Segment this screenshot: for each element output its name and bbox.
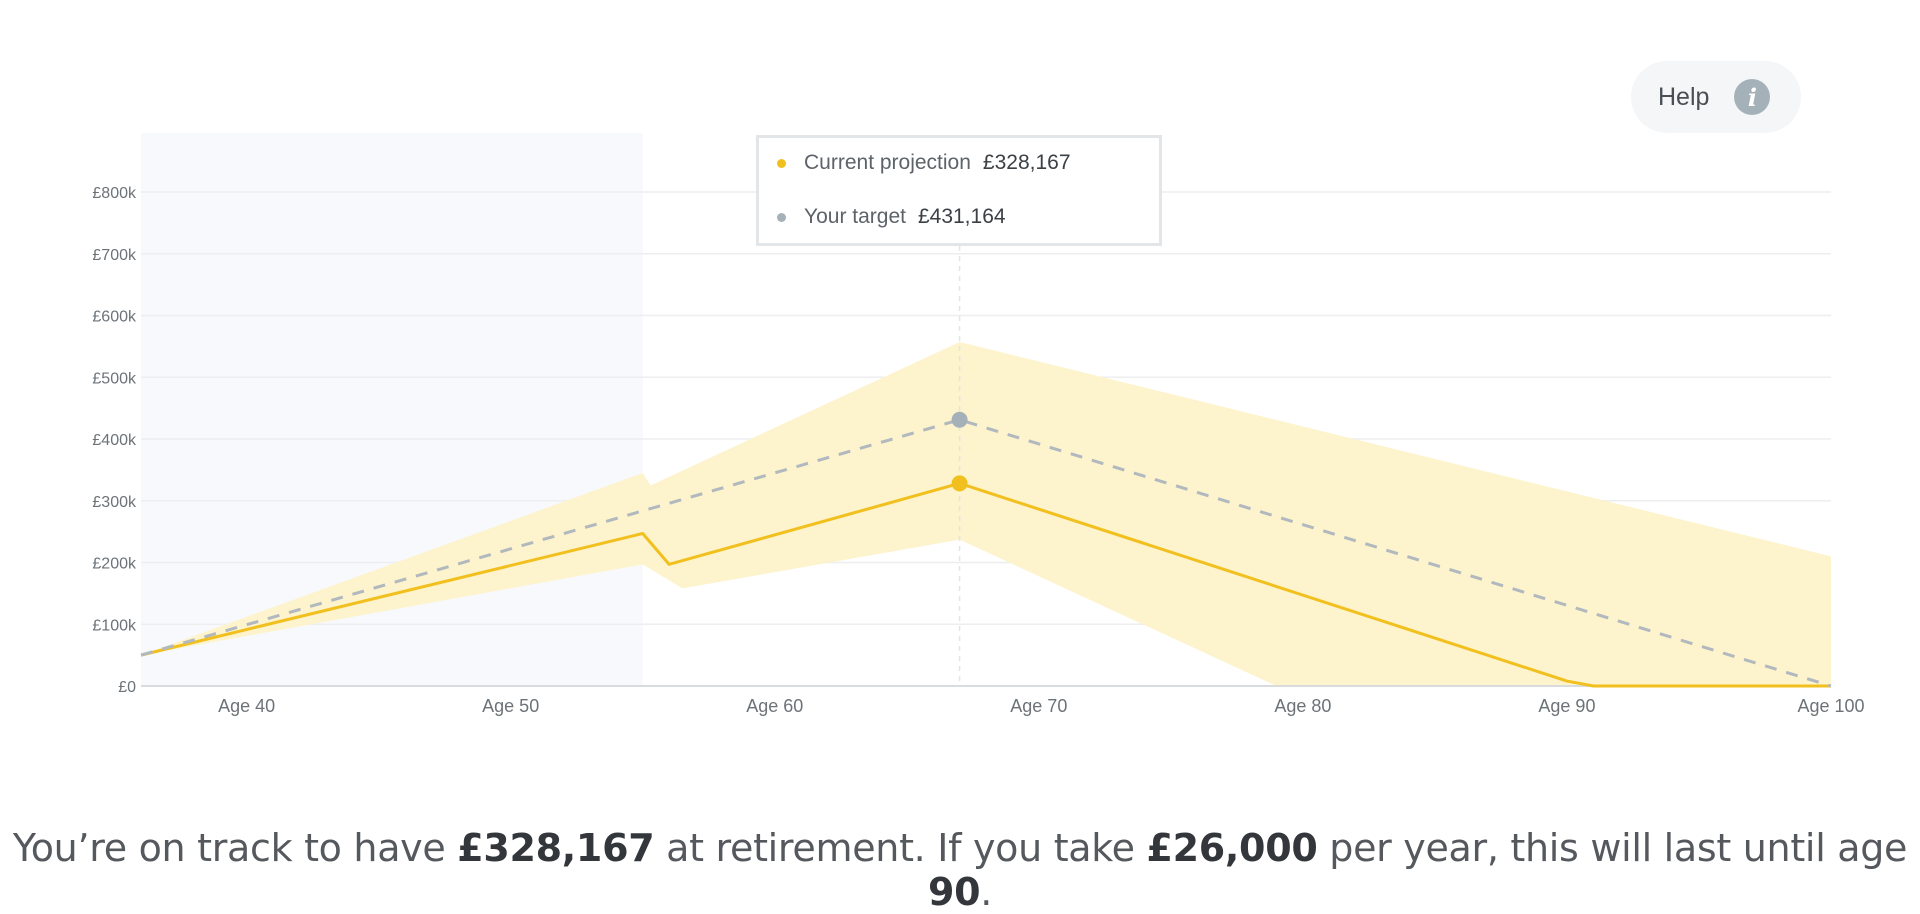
y-tick-label: £400k [92,432,137,449]
x-tick-label: Age 100 [1797,696,1864,716]
marker-point-current-projection [951,475,968,492]
help-label: Help [1658,82,1710,111]
projection-range-band [141,342,1831,686]
summary-amount: £328,167 [457,826,655,870]
x-tick-label: Age 70 [1010,696,1067,716]
retirement-summary: You’re on track to have £328,167 at reti… [0,826,1920,914]
y-tick-label: £300k [92,494,137,511]
tooltip-value-current-projection: £328,167 [982,151,1071,174]
tooltip-value-your-target: £431,164 [917,205,1006,228]
x-tick-label: Age 50 [482,696,539,716]
info-icon: i [1734,79,1771,115]
y-tick-label: £700k [92,247,137,264]
series-line-your-target [140,418,1832,688]
y-tick-label: £0 [118,679,136,696]
summary-text-1: You’re on track to have [12,826,458,870]
summary-text-2: at retirement. If you take [654,826,1147,870]
x-tick-label: Age 60 [746,696,803,716]
y-tick-label: £800k [92,185,137,202]
x-tick-label: Age 90 [1538,696,1595,716]
current-projection-dot-icon [777,158,786,168]
help-button[interactable]: Help i [1631,61,1801,133]
x-tick-label: Age 80 [1274,696,1331,716]
tooltip-row-your-target: Your target £431,164 [777,205,1006,229]
x-tick-label: Age 40 [218,696,275,716]
tooltip-label-your-target: Your target [804,205,906,228]
y-tick-label: £500k [92,370,137,387]
y-tick-label: £200k [92,556,137,573]
summary-annual-amount: £26,000 [1146,826,1318,870]
tooltip-row-current-projection: Current projection £328,167 [777,151,1071,175]
chart-tooltip: Current projection £328,167 Your target … [756,135,1162,246]
summary-text-3: per year, this will last until age [1317,826,1908,870]
y-tick-label: £100k [92,617,137,634]
marker-point-your-target [951,411,968,428]
summary-age: 90 [927,870,981,914]
your-target-dot-icon [777,212,786,222]
y-tick-label: £600k [92,309,137,326]
summary-text-4: . [980,870,993,914]
tooltip-label-current-projection: Current projection [804,151,971,174]
